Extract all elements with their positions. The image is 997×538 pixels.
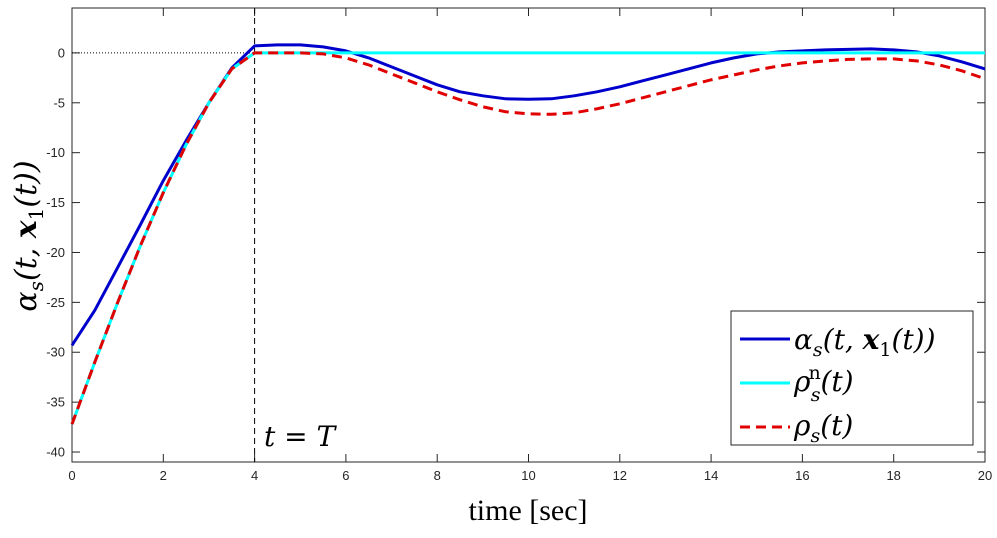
y-tick-label: -10 bbox=[46, 145, 65, 160]
y-label-sub: s bbox=[24, 281, 48, 291]
x-tick-label: 16 bbox=[795, 468, 809, 483]
y-tick-label: -40 bbox=[46, 445, 65, 460]
x-tick-label: 6 bbox=[342, 468, 349, 483]
legend-entry-alpha: αs(t, x1(t)) bbox=[794, 323, 936, 361]
x-tick-label: 4 bbox=[251, 468, 258, 483]
legend-box bbox=[730, 310, 974, 446]
y-label-main: α bbox=[9, 291, 44, 311]
y-label-x-sub: 1 bbox=[24, 208, 48, 221]
y-tick-label: -5 bbox=[53, 95, 65, 110]
y-tick-label: 0 bbox=[58, 45, 65, 60]
y-label-x-bold: x bbox=[9, 219, 44, 239]
series-rho-line bbox=[70, 51, 986, 425]
y-tick-label: -30 bbox=[46, 345, 65, 360]
svg-text:αs(t, x1(t)): αs(t, x1(t)) bbox=[9, 160, 48, 311]
y-tick-label: -20 bbox=[46, 245, 65, 260]
y-label-end: (t)) bbox=[9, 160, 44, 207]
x-tick-label: 20 bbox=[978, 468, 992, 483]
y-tick-label: -15 bbox=[46, 195, 65, 210]
x-axis-label: time [sec] bbox=[468, 494, 587, 527]
y-axis-label: αs(t, x1(t)) bbox=[9, 160, 48, 311]
x-tick-label: 18 bbox=[886, 468, 900, 483]
legend-entry-rho-n: ρn s(t) bbox=[793, 362, 854, 406]
x-tick-label: 14 bbox=[704, 468, 718, 483]
x-tick-label: 12 bbox=[613, 468, 627, 483]
y-label-tail: (t, bbox=[9, 238, 44, 281]
vline-annotation: t = T bbox=[264, 420, 338, 453]
data-series bbox=[70, 43, 986, 425]
y-tick-label: -35 bbox=[46, 395, 65, 410]
legend: αs(t, x1(t)) ρn s(t) ρs(t) bbox=[730, 310, 974, 447]
legend-entry-rho: ρs(t) bbox=[793, 409, 853, 447]
axis-ticks: 0 2 4 6 8 10 12 14 16 18 20 0 -5 -10 -15 -20 -25 -30 -35 -4… bbox=[46, 8, 992, 483]
x-tick-label: 10 bbox=[521, 468, 535, 483]
x-tick-label: 8 bbox=[434, 468, 441, 483]
y-tick-label: -25 bbox=[46, 295, 65, 310]
x-tick-label: 0 bbox=[68, 468, 75, 483]
x-tick-label: 2 bbox=[160, 468, 167, 483]
